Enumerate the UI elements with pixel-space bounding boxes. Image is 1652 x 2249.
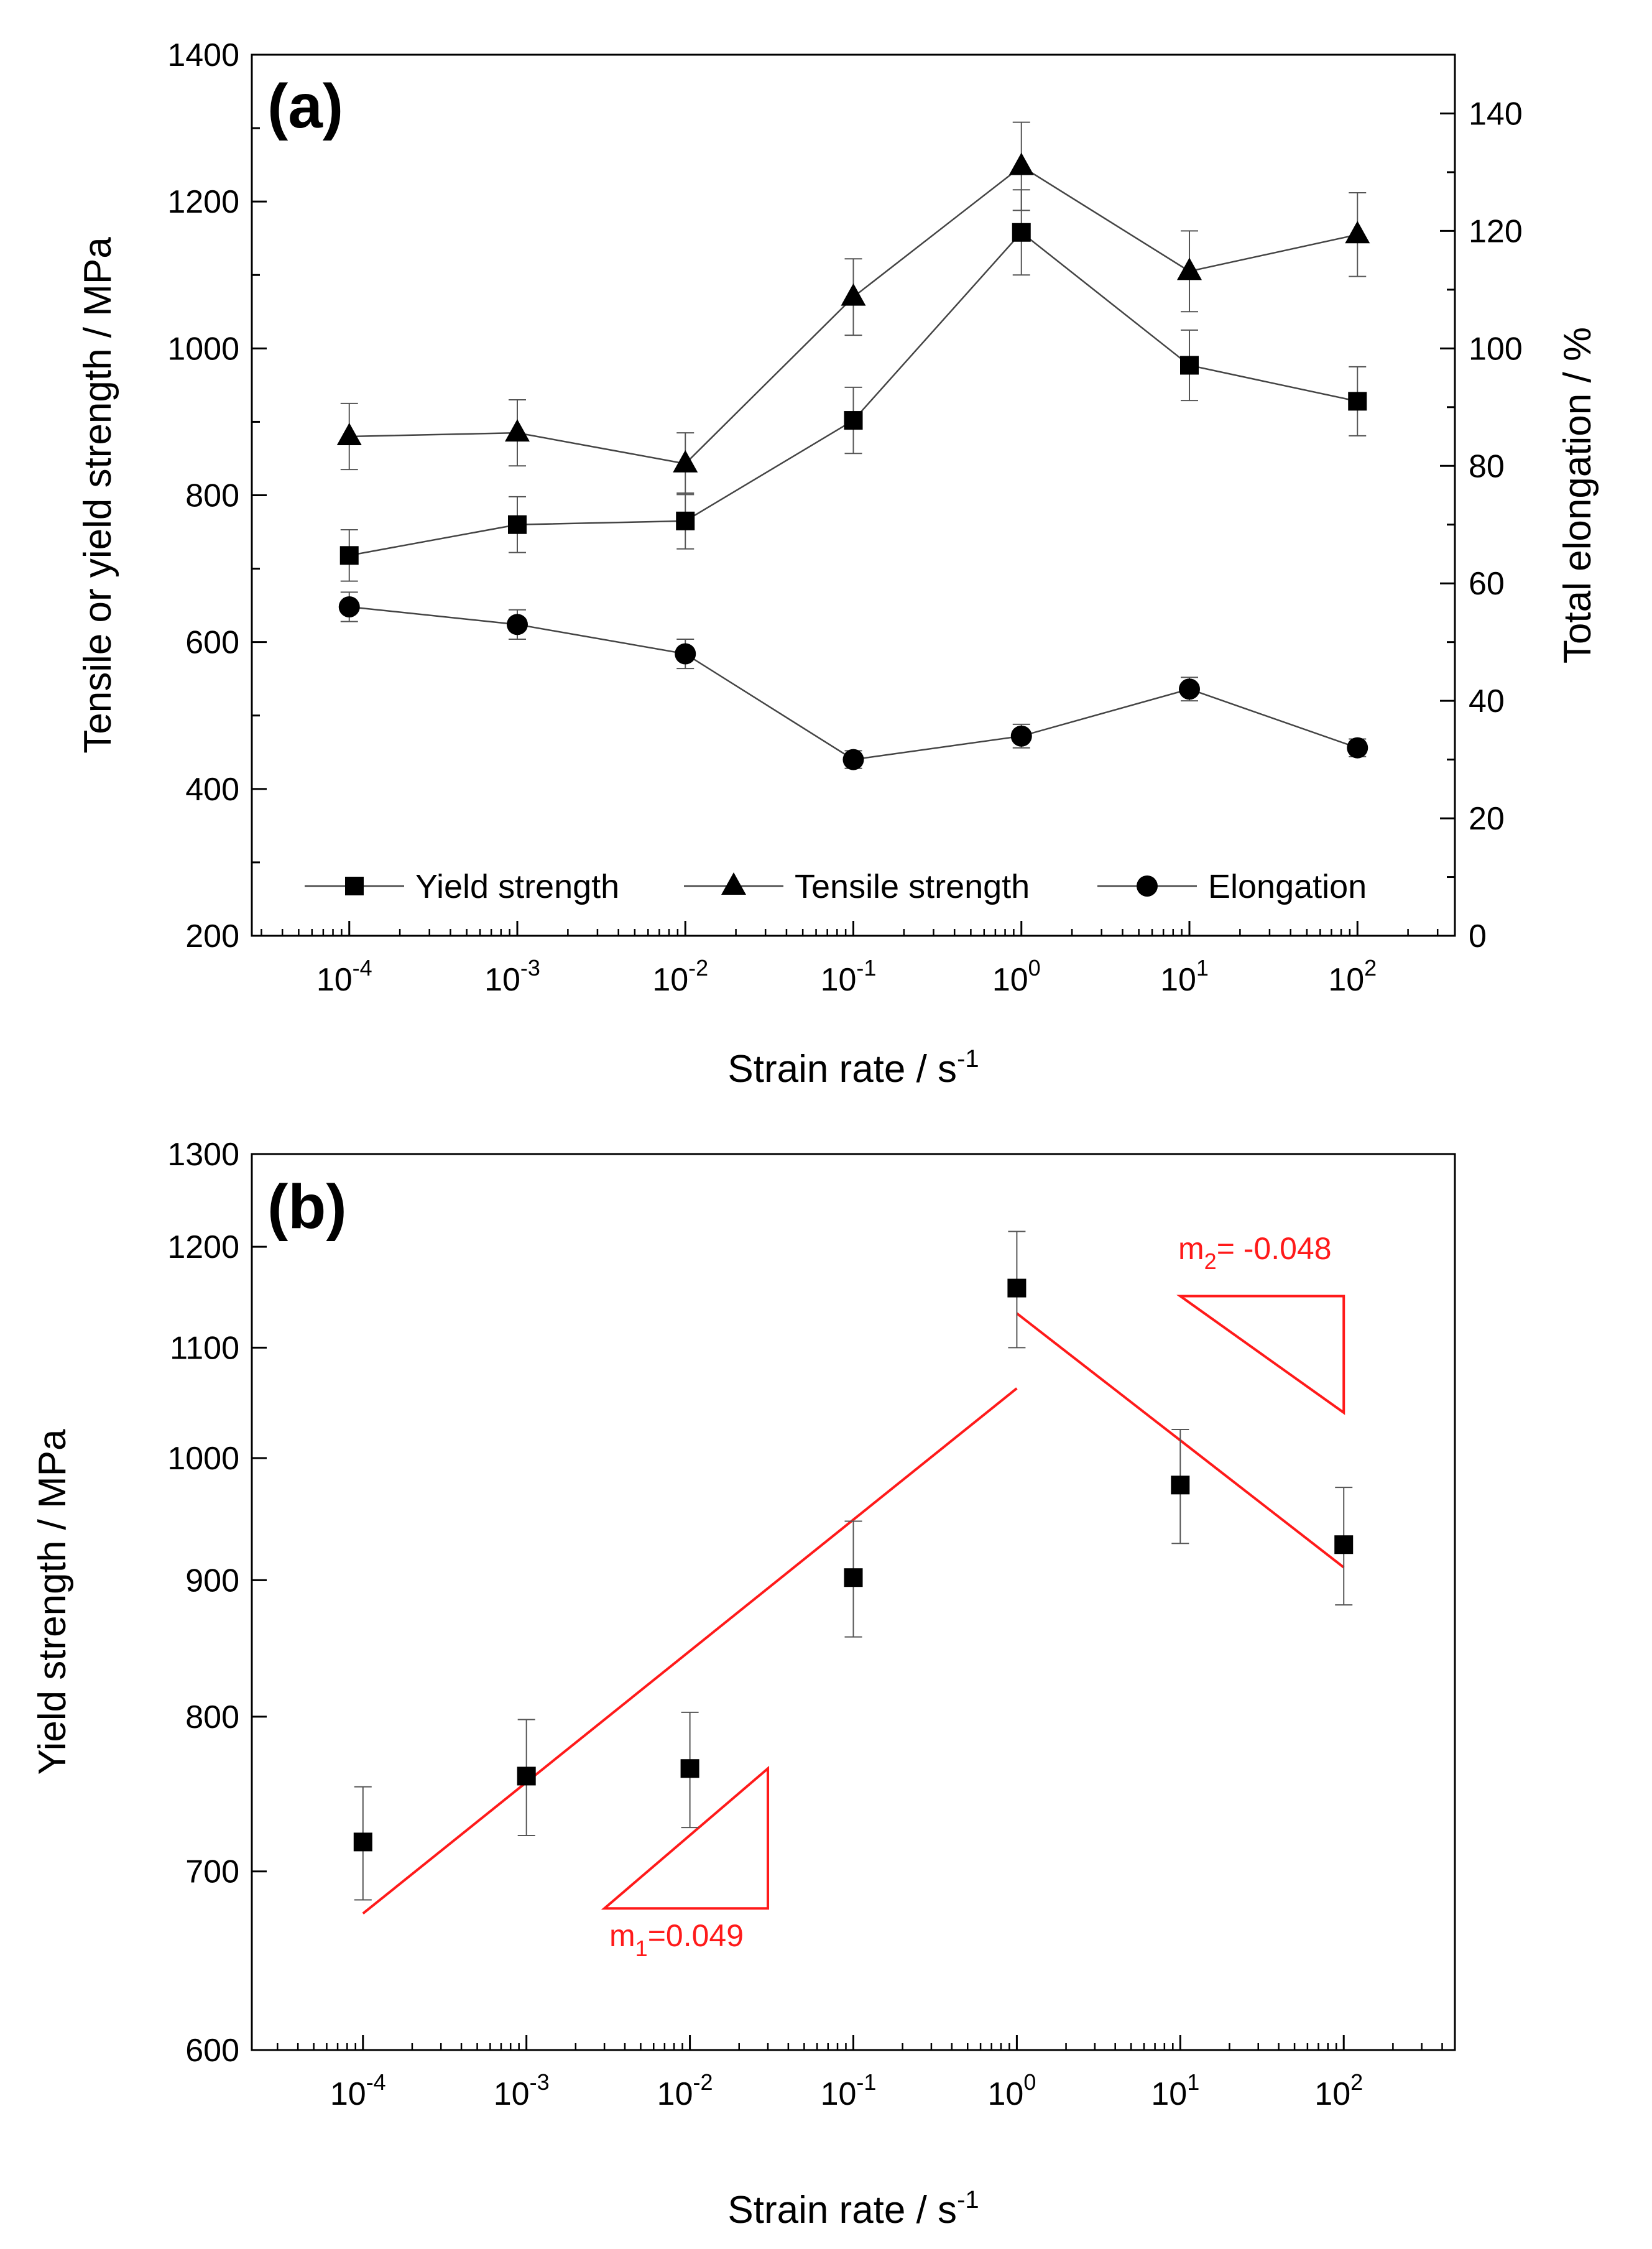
data-point	[506, 614, 528, 635]
data-point	[1012, 223, 1031, 242]
legend-item: Yield strength	[305, 868, 619, 905]
data-point	[675, 643, 696, 665]
y-right-tick-label: 120	[1469, 213, 1523, 249]
data-point	[841, 283, 866, 306]
legend-label: Yield strength	[415, 868, 619, 905]
data-point	[844, 411, 863, 430]
x-tick-label: 101	[1160, 955, 1209, 998]
data-point	[517, 1766, 536, 1786]
series-line	[349, 606, 1358, 760]
x-tick-label: 10-4	[330, 2069, 386, 2112]
data-point	[339, 546, 359, 565]
y-tick-label: 900	[185, 1563, 239, 1599]
series-yield-strength	[353, 1231, 1354, 1901]
y-axis-title: Yield strength / MPa	[31, 1429, 74, 1775]
y-right-axis-title: Total elongation / %	[1556, 327, 1599, 663]
data-point	[1334, 1535, 1354, 1554]
y-left-tick-label: 200	[185, 918, 239, 954]
y-tick-label: 1100	[170, 1330, 239, 1366]
data-point	[844, 1568, 863, 1587]
x-tick-label: 101	[1151, 2069, 1199, 2112]
x-tick-label: 10-1	[821, 2069, 877, 2112]
y-right-tick-label: 140	[1469, 96, 1523, 132]
y-tick-label: 1300	[167, 1137, 239, 1173]
x-tick-label: 10-3	[484, 955, 540, 998]
data-point	[680, 1759, 699, 1778]
slope-triangle	[601, 1765, 770, 1910]
data-point	[336, 423, 362, 446]
x-axis-title: Strain rate / s-1	[727, 1045, 979, 1091]
y-left-tick-label: 1000	[167, 331, 239, 367]
legend-marker	[345, 877, 364, 895]
x-tick-label: 102	[1314, 2069, 1363, 2112]
x-tick-label: 102	[1328, 955, 1377, 998]
y-left-tick-label: 1200	[167, 184, 239, 220]
series-tensile-strength	[336, 121, 1370, 496]
data-point	[1177, 257, 1202, 280]
data-point	[1010, 725, 1032, 747]
y-right-tick-label: 0	[1469, 918, 1487, 954]
fit-line-1: m1=0.049	[362, 1387, 1018, 1961]
data-point	[1345, 221, 1370, 244]
y-right-tick-label: 100	[1469, 331, 1523, 367]
y-right-tick-label: 80	[1469, 448, 1505, 484]
y-tick-label: 600	[185, 2033, 239, 2069]
y-right-tick-label: 40	[1469, 683, 1505, 719]
data-point	[1171, 1475, 1190, 1495]
data-point	[1007, 1278, 1027, 1298]
y-right-tick-label: 60	[1469, 566, 1505, 602]
x-tick-label: 10-4	[316, 955, 372, 998]
fit-line	[362, 1387, 1018, 1915]
y-left-tick-label: 400	[185, 772, 239, 808]
y-right-tick-label: 20	[1469, 801, 1505, 837]
slope-triangle	[1176, 1295, 1345, 1415]
y-tick-label: 1200	[167, 1229, 239, 1265]
data-point	[353, 1832, 372, 1852]
legend-marker	[1137, 875, 1158, 897]
panel-a-chart: 200 400 600 800 1000 1200 1400 0 20 40 60 80 100 120 1…	[76, 37, 1599, 1091]
y-left-axis-title: Tensile or yield strength / MPa	[76, 237, 119, 754]
slope-label-m2: m2= -0.048	[1178, 1231, 1332, 1274]
x-tick-label: 100	[987, 2069, 1036, 2112]
legend-label: Elongation	[1208, 868, 1367, 905]
legend-marker	[721, 872, 746, 895]
data-point	[842, 749, 864, 770]
x-axis-title: Strain rate / s-1	[727, 2186, 979, 2232]
x-tick-label: 100	[992, 955, 1041, 998]
y-tick-label: 700	[185, 1854, 239, 1890]
y-left-tick-label: 1400	[167, 37, 239, 73]
panel-label: (a)	[267, 72, 343, 141]
data-point	[1348, 392, 1367, 411]
slope-label-m1: m1=0.049	[609, 1918, 744, 1961]
x-tick-label: 10-2	[657, 2069, 713, 2112]
series-elongation	[338, 591, 1368, 770]
legend-label: Tensile strength	[795, 868, 1030, 905]
legend-item: Elongation	[1097, 868, 1367, 905]
data-point	[1347, 737, 1368, 759]
x-tick-label: 10-1	[821, 955, 877, 998]
legend-item: Tensile strength	[684, 868, 1030, 905]
fit-line-2: m2= -0.048	[1016, 1231, 1345, 1569]
y-tick-label: 800	[185, 1699, 239, 1735]
data-point	[1008, 152, 1034, 175]
data-point	[676, 511, 695, 530]
data-point	[338, 596, 360, 617]
data-point	[504, 419, 530, 442]
y-left-tick-label: 600	[185, 625, 239, 661]
panel-b-chart: 600 700 800 900 1000 1100 1200 1300 10-4 10-3 10-2…	[31, 1137, 1456, 2232]
legend: Yield strength Tensile strength Elongation	[305, 868, 1367, 905]
panel-label: (b)	[267, 1172, 347, 1242]
plot-frame	[251, 53, 1456, 937]
series-yield-strength	[339, 189, 1367, 582]
data-point	[1179, 678, 1201, 700]
data-point	[507, 515, 527, 534]
y-tick-label: 1000	[167, 1441, 239, 1477]
y-left-tick-label: 800	[185, 478, 239, 514]
x-tick-label: 10-3	[494, 2069, 550, 2112]
x-tick-label: 10-2	[652, 955, 708, 998]
data-point	[1180, 356, 1199, 375]
data-point	[673, 450, 698, 473]
